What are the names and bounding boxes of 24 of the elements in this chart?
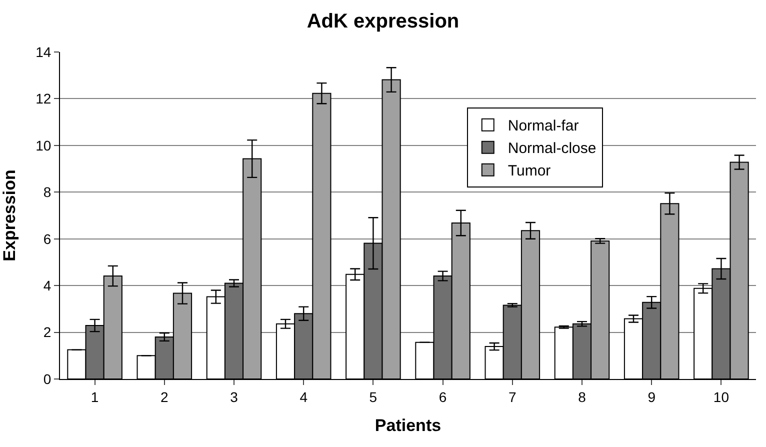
x-tick-label: 3 [230,388,238,405]
x-tick-label: 7 [508,388,516,405]
x-tick-label: 1 [90,388,99,405]
x-axis-title: Patients [374,416,442,436]
y-axis-title: Expression [0,170,20,262]
y-tick-label: 8 [43,184,52,200]
x-tick-label: 5 [369,388,378,405]
y-tick-label: 12 [36,90,52,107]
y-tick-label: 0 [43,370,52,387]
x-tick-label: 10 [713,388,730,405]
x-tick-label: 6 [438,388,447,405]
x-tick-label: 2 [160,388,168,405]
y-tick-label: 6 [43,230,52,247]
y-tick-label: 2 [43,324,52,340]
legend-label: Tumor [508,162,551,180]
chart-title: AdK expression [306,10,460,32]
legend-label: Normal-close [508,140,596,158]
y-tick-label: 10 [36,137,52,154]
x-tick-label: 9 [648,388,656,405]
y-tick-label: 4 [43,277,52,294]
legend-label: Normal-far [508,118,579,135]
x-tick-label: 8 [578,388,586,405]
x-tick-label: 4 [300,388,308,405]
y-tick-label: 14 [36,44,52,60]
